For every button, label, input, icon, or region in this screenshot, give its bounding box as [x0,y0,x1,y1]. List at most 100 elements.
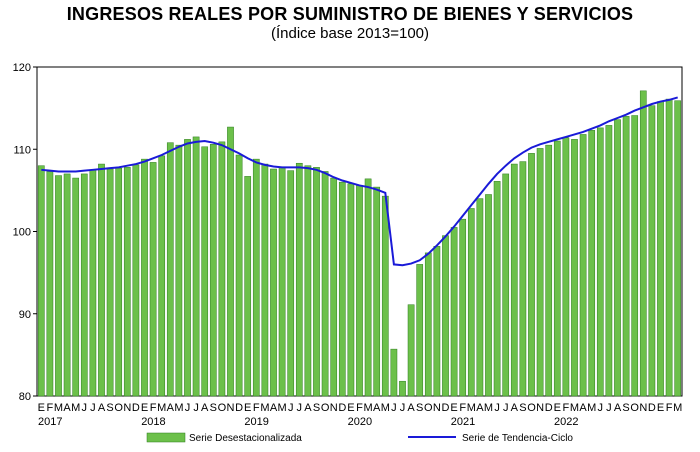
x-tick-label: J [193,402,199,414]
x-tick-label: A [167,402,175,414]
bar [450,227,458,397]
x-tick-label: M [587,402,596,414]
x-year-label: 2020 [348,416,372,428]
bar [270,168,277,397]
x-tick-label: O [114,402,123,414]
x-tick-label: F [459,402,466,414]
bar [622,116,630,397]
x-tick-label: M [364,402,373,414]
bar [407,304,415,397]
bar [519,161,527,397]
bar [175,144,183,397]
bar [588,130,596,397]
x-tick-label: N [227,402,235,414]
x-tick-label: A [201,402,209,414]
bar [459,218,467,397]
bar [201,146,209,397]
bar [510,163,518,397]
x-tick-label: F [356,402,363,414]
bar [313,167,320,397]
x-tick-label: S [313,402,320,414]
x-tick-label: J [185,402,191,414]
bar [665,98,673,397]
bar [330,177,338,397]
bar [545,144,553,397]
x-tick-label: J [400,402,406,414]
bar [338,181,346,397]
bar [648,105,656,397]
x-year-label: 2018 [141,416,165,428]
bar [639,90,647,397]
x-tick-label: D [648,402,656,414]
bar [381,195,389,397]
bar [614,119,621,397]
x-tick-label: S [210,402,217,414]
x-tick-label: A [476,402,484,414]
bar [399,380,406,397]
bar [373,186,381,397]
bar [571,139,578,397]
x-tick-label: S [622,402,629,414]
x-tick-label: S [106,402,113,414]
bar [579,134,587,397]
bar [553,140,561,397]
bar [596,127,604,397]
x-tick-label: O [321,402,330,414]
bar-series [37,90,682,397]
x-tick-label: S [519,402,526,414]
bar [166,142,174,397]
x-tick-label: E [450,402,457,414]
bar [287,170,295,397]
x-tick-label: J [391,402,397,414]
bar [416,264,424,397]
bar [528,153,535,397]
bar [442,235,449,397]
y-tick-label: 80 [19,391,31,403]
x-tick-label: D [132,402,140,414]
x-tick-label: M [484,402,493,414]
x-tick-label: J [90,402,96,414]
bar [72,177,80,397]
x-year-label: 2017 [38,416,62,428]
x-tick-label: N [433,402,441,414]
bar [192,136,200,397]
bar [321,171,329,397]
x-tick-label: J [288,402,294,414]
bar [536,148,544,397]
x-tick-label: O [527,402,536,414]
bar [158,155,166,397]
bar [55,175,62,397]
x-tick-label: J [82,402,88,414]
trend-line [41,96,678,267]
bar [485,194,492,397]
x-tick-label: F [47,402,54,414]
x-tick-label: A [407,402,415,414]
bar [347,183,355,397]
x-tick-label: M [157,402,166,414]
bar [295,162,303,397]
x-tick-label: J [503,402,509,414]
x-tick-label: A [579,402,587,414]
x-tick-label: E [347,402,354,414]
bar [356,185,363,397]
bar [235,154,243,397]
x-tick-label: J [494,402,500,414]
x-year-label: 2022 [554,416,578,428]
bar [123,167,131,397]
x-tick-label: M [278,402,287,414]
bar [184,139,191,397]
bar [115,167,123,397]
y-tick-label: 90 [19,309,31,321]
x-tick-label: M [174,402,183,414]
bar [98,163,105,397]
x-tick-label: M [381,402,390,414]
bar [467,208,475,397]
bar [89,169,97,397]
x-tick-label: A [270,402,278,414]
bar [261,163,269,397]
bar [605,125,613,397]
legend-line-label: Serie de Tendencia-Ciclo [462,433,573,444]
x-tick-label: F [563,402,570,414]
